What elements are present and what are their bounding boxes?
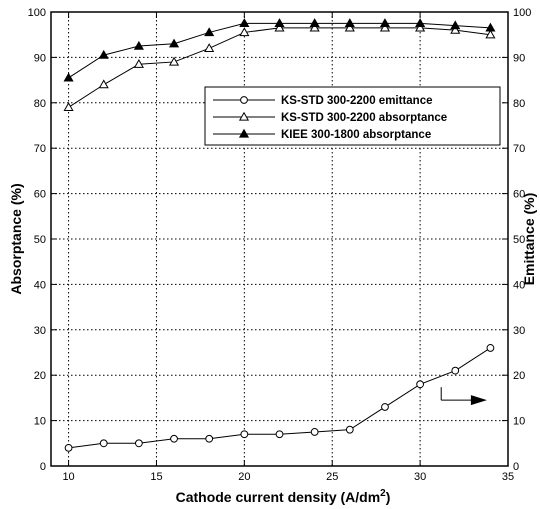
data-point-open-triangle: [63, 102, 74, 111]
data-point-circle: [381, 403, 389, 411]
data-point-circle: [345, 425, 354, 434]
data-point-filled-triangle: [133, 40, 144, 50]
data-point-open-triangle: [239, 27, 250, 37]
data-point-circle: [486, 344, 495, 352]
data-point-open-triangle: [309, 22, 320, 32]
x-tick-label: 25: [326, 471, 338, 483]
data-point-filled-triangle: [238, 128, 250, 138]
right-y-tick-label: 0: [513, 461, 519, 473]
data-point-filled-triangle: [415, 18, 426, 27]
x-axis-title-superscript: 2: [380, 488, 386, 499]
right-y-tick-label: 80: [513, 98, 525, 110]
left-y-tick-label: 50: [34, 234, 46, 246]
x-tick-label: 30: [414, 471, 426, 483]
data-point-circle: [240, 96, 248, 104]
legend-label: KIEE 300-1800 absorptance: [281, 129, 431, 141]
data-point-filled-triangle: [168, 38, 180, 48]
x-tick-label: 20: [238, 471, 250, 483]
left-y-tick-label: 70: [34, 143, 46, 155]
left-y-tick-label: 20: [34, 370, 46, 382]
data-point-open-triangle: [238, 111, 250, 121]
data-point-circle: [170, 434, 178, 443]
data-point-circle: [134, 439, 143, 448]
right-y-tick-label: 90: [513, 52, 525, 64]
data-point-circle: [416, 380, 425, 389]
data-point-circle: [240, 430, 249, 439]
x-axis-title: Cathode current density (A/dm2): [176, 488, 391, 505]
emittance-arrow-annotation: [440, 387, 487, 406]
left-y-tick-label: 40: [34, 279, 46, 291]
data-point-filled-triangle: [379, 18, 391, 27]
left-y-tick-label: 90: [34, 52, 46, 64]
data-point-open-triangle: [274, 22, 285, 32]
right-y-tick-label: 50: [513, 234, 525, 246]
right-y-tick-label: 40: [513, 279, 525, 291]
left-y-tick-label: 10: [34, 416, 46, 428]
data-point-filled-triangle: [204, 27, 215, 37]
data-point-filled-triangle: [239, 18, 250, 27]
legend-box: [204, 86, 501, 146]
data-point-circle: [310, 428, 319, 436]
right-y-tick-label: 30: [513, 325, 525, 337]
left-y-tick-label: 60: [34, 189, 46, 201]
series-2: [63, 22, 496, 111]
left-y-tick-label: 30: [34, 325, 46, 337]
data-point-circle: [451, 366, 460, 375]
data-point-filled-triangle: [309, 18, 320, 27]
x-tick-label: 10: [62, 471, 74, 483]
legend: KS-STD 300-2200 emittance KS-STD 300-2200…: [204, 86, 501, 146]
left-y-axis-title: Absorptance (%): [8, 183, 24, 294]
data-point-open-triangle: [133, 59, 144, 68]
data-point-open-triangle: [415, 22, 426, 32]
left-y-tick-label: 80: [34, 98, 46, 110]
right-y-tick-label: 100: [513, 7, 531, 19]
data-point-circle: [99, 439, 108, 448]
data-point-open-triangle: [450, 24, 461, 34]
series-1: [64, 344, 495, 452]
x-axis-title-close: ): [386, 489, 391, 505]
right-y-tick-label: 20: [513, 370, 525, 382]
left-y-tick-label: 0: [40, 461, 46, 473]
data-point-filled-triangle: [274, 18, 285, 27]
right-y-tick-label: 70: [513, 143, 525, 155]
series-3: [63, 18, 496, 82]
data-point-filled-triangle: [344, 18, 355, 27]
data-point-open-triangle: [204, 43, 215, 52]
legend-label: KS-STD 300-2200 emittance: [281, 95, 432, 107]
right-y-tick-label: 60: [513, 189, 525, 201]
data-point-open-triangle: [168, 56, 180, 66]
data-point-open-triangle: [98, 79, 109, 89]
data-point-circle: [64, 443, 73, 452]
left-y-tick-label: 100: [28, 7, 46, 19]
data-point-filled-triangle: [450, 20, 461, 30]
plot-series: [63, 18, 496, 452]
right-y-axis-title: Emittance (%): [521, 193, 537, 286]
data-point-filled-triangle: [63, 72, 74, 82]
legend-label: KS-STD 300-2200 absorptance: [281, 112, 447, 124]
data-point-open-triangle: [379, 22, 391, 32]
data-point-filled-triangle: [98, 49, 109, 59]
arrow-head: [470, 395, 487, 406]
data-point-open-triangle: [485, 29, 496, 39]
x-tick-label: 15: [150, 471, 162, 483]
data-point-circle: [205, 434, 214, 443]
x-axis-title-main: Cathode current density (A/dm: [176, 489, 381, 505]
right-y-tick-label: 10: [513, 416, 525, 428]
x-tick-label: 35: [502, 471, 514, 483]
gridlines: [51, 12, 508, 466]
data-point-circle: [275, 430, 284, 439]
data-point-filled-triangle: [485, 22, 496, 32]
data-point-open-triangle: [344, 22, 355, 32]
